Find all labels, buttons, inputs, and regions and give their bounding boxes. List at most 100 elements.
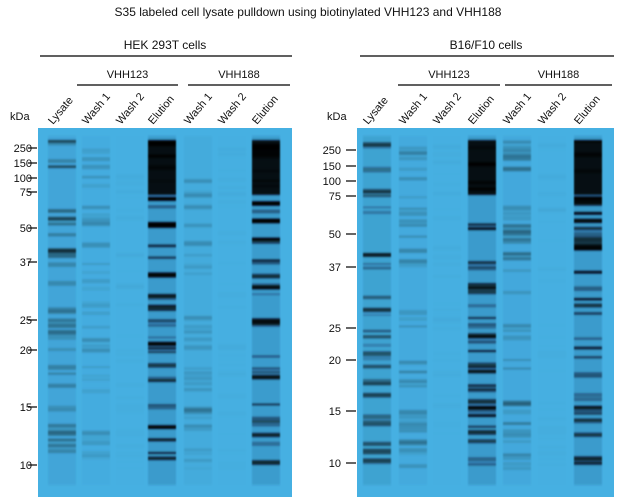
band <box>252 237 280 242</box>
band <box>433 182 461 186</box>
marker-label: 20 <box>20 345 32 357</box>
band <box>116 286 144 289</box>
band <box>363 441 391 446</box>
band <box>148 351 176 354</box>
band <box>538 433 566 436</box>
band <box>399 360 427 363</box>
band <box>363 379 391 384</box>
lane-smear <box>184 136 212 485</box>
band <box>218 345 246 347</box>
band <box>574 337 602 340</box>
band <box>48 323 76 328</box>
band <box>82 175 110 178</box>
band <box>399 223 427 227</box>
band <box>363 166 391 169</box>
band <box>468 223 496 226</box>
band <box>503 166 531 172</box>
band <box>433 455 461 457</box>
lane-label: Wash 1 <box>80 91 113 127</box>
band <box>363 448 391 451</box>
band <box>252 151 280 156</box>
band <box>82 389 110 394</box>
band <box>538 192 566 195</box>
band <box>82 286 110 291</box>
band <box>503 237 531 241</box>
band <box>148 341 176 346</box>
band <box>82 344 110 348</box>
band <box>574 393 602 397</box>
band <box>148 376 176 379</box>
band <box>184 205 212 210</box>
band <box>148 379 176 383</box>
band <box>148 438 176 441</box>
band <box>148 426 176 429</box>
band <box>148 304 176 308</box>
figure-title: S35 labeled cell lysate pulldown using b… <box>115 5 502 19</box>
band <box>574 418 602 422</box>
band <box>184 266 212 269</box>
band <box>116 396 144 400</box>
band <box>82 148 110 152</box>
lane-label: Wash 1 <box>182 91 215 127</box>
band <box>468 425 496 428</box>
band <box>148 452 176 454</box>
marker-label: 15 <box>329 406 341 418</box>
lane-label: Lysate <box>361 95 391 127</box>
band <box>399 207 427 210</box>
band <box>82 431 110 435</box>
band <box>503 145 531 150</box>
band <box>574 456 602 462</box>
band <box>468 362 496 366</box>
band <box>503 359 531 361</box>
band <box>468 180 496 185</box>
band <box>363 382 391 386</box>
band <box>48 329 76 335</box>
band <box>363 462 391 465</box>
band <box>503 335 531 341</box>
band <box>538 267 566 271</box>
band <box>148 244 176 248</box>
band <box>184 367 212 370</box>
band <box>538 417 566 421</box>
band <box>218 186 246 189</box>
band <box>433 160 461 164</box>
band <box>363 393 391 398</box>
band <box>48 423 76 428</box>
band <box>538 335 566 339</box>
band <box>363 263 391 265</box>
lane-top <box>574 140 602 195</box>
band <box>184 452 212 455</box>
band <box>82 436 110 442</box>
band <box>148 456 176 461</box>
band <box>468 227 496 231</box>
band <box>218 468 246 470</box>
band <box>184 337 212 342</box>
band <box>574 270 602 274</box>
band <box>433 255 461 257</box>
band <box>252 441 280 446</box>
band <box>252 434 280 438</box>
band <box>468 457 496 462</box>
band <box>503 253 531 256</box>
band <box>116 303 144 307</box>
lane-label: Elution <box>572 93 603 126</box>
band <box>82 451 110 454</box>
band <box>252 318 280 322</box>
band <box>184 241 212 246</box>
band <box>148 140 176 146</box>
band <box>468 335 496 338</box>
band <box>399 427 427 431</box>
band <box>363 144 391 149</box>
band <box>184 190 212 195</box>
band <box>433 373 461 377</box>
band <box>468 340 496 344</box>
band <box>399 310 427 315</box>
band <box>574 461 602 464</box>
band <box>433 262 461 266</box>
band <box>82 205 110 208</box>
band <box>433 394 461 398</box>
band <box>363 314 391 316</box>
band <box>468 388 496 391</box>
band <box>218 292 246 297</box>
